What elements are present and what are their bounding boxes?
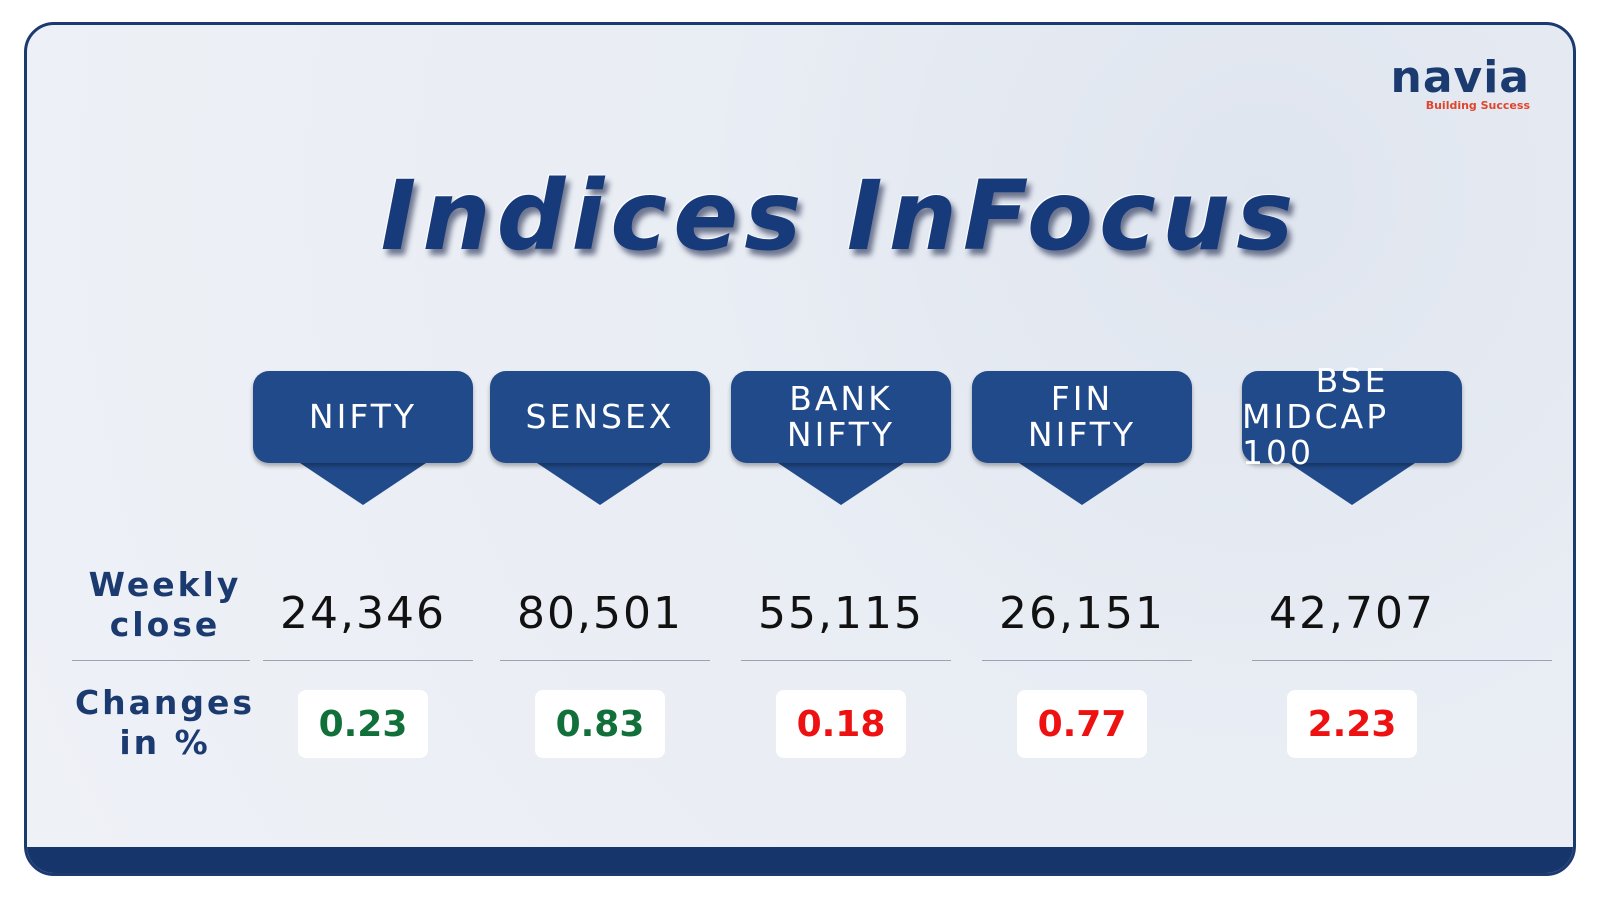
- index-tab: NIFTY: [253, 371, 473, 463]
- tab-pointer: [1286, 461, 1418, 505]
- index-name: NIFTY: [308, 397, 418, 436]
- index-name: NIFTY: [1027, 415, 1137, 454]
- row-label-line: close: [109, 605, 221, 644]
- tab-pointer: [775, 461, 907, 505]
- index-name: SENSEX: [525, 397, 675, 436]
- weekly-close: 24,346: [280, 588, 446, 639]
- logo-tagline: Building Success: [1425, 99, 1530, 112]
- tab-pointer: [1016, 461, 1148, 505]
- index-tab: BANK NIFTY: [731, 371, 951, 463]
- divider: [500, 660, 710, 661]
- title: Indices InFocus: [380, 160, 1300, 272]
- tab-pointer: [297, 461, 429, 505]
- tab-pointer: [534, 461, 666, 505]
- footer-band: [27, 847, 1573, 873]
- weekly-close: 26,151: [999, 588, 1165, 639]
- divider: [982, 660, 1192, 661]
- change-value: 0.18: [776, 690, 906, 758]
- index-name: BANK: [789, 379, 893, 418]
- row-label: Weekly close: [70, 565, 260, 645]
- logo: navia Building Success: [1391, 52, 1530, 112]
- change-value: 2.23: [1287, 690, 1417, 758]
- index-name: NIFTY: [786, 415, 896, 454]
- index-name: FIN: [1050, 379, 1114, 418]
- index-tab: SENSEX: [490, 371, 710, 463]
- weekly-close: 55,115: [758, 588, 924, 639]
- change-value: 0.77: [1017, 690, 1147, 758]
- row-label: Changes in %: [70, 683, 260, 763]
- index-name: BSE: [1315, 361, 1389, 400]
- row-label-line: in %: [119, 723, 211, 762]
- weekly-close: 80,501: [517, 588, 683, 639]
- index-tab: FIN NIFTY: [972, 371, 1192, 463]
- divider: [1252, 660, 1552, 661]
- divider: [263, 660, 473, 661]
- change-value: 0.23: [298, 690, 428, 758]
- logo-name: navia: [1390, 52, 1530, 103]
- index-name: MIDCAP 100: [1242, 397, 1390, 472]
- row-label-line: Weekly: [88, 565, 242, 604]
- divider: [72, 660, 250, 661]
- index-tab: BSE MIDCAP 100: [1242, 363, 1462, 471]
- weekly-close: 42,707: [1269, 588, 1435, 639]
- change-value: 0.83: [535, 690, 665, 758]
- row-label-line: Changes: [74, 683, 256, 722]
- divider: [741, 660, 951, 661]
